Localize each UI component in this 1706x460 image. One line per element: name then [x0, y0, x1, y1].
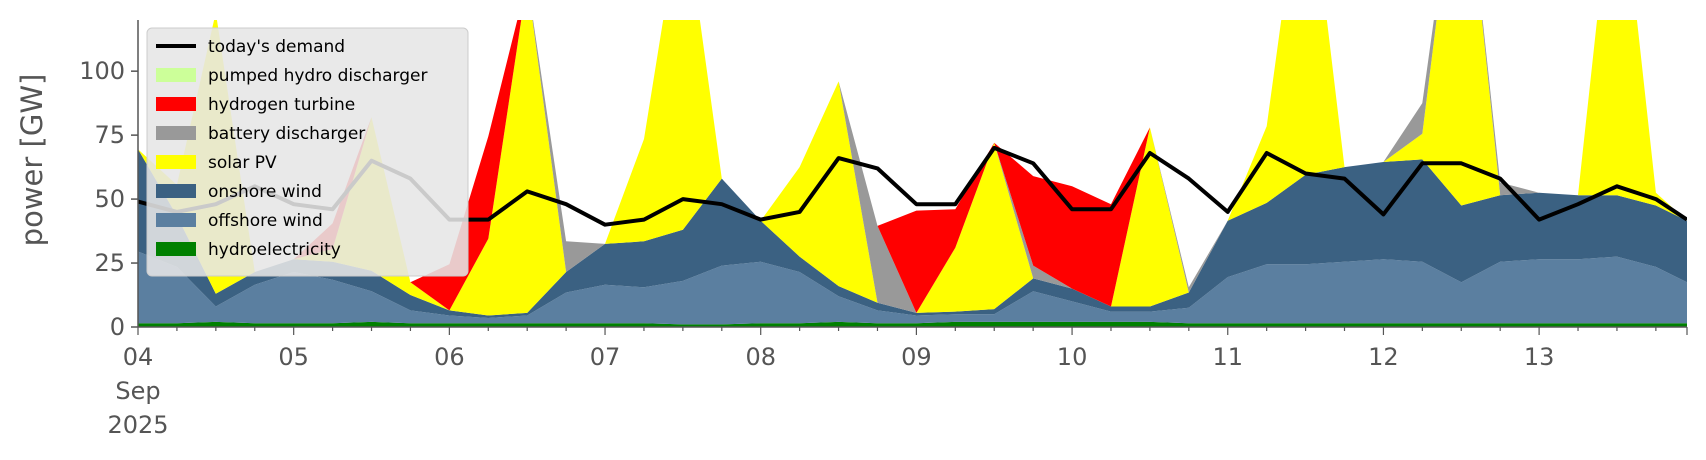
- x-tick-label: 07: [590, 343, 621, 371]
- x-tick-label: 12: [1368, 343, 1399, 371]
- legend-swatch: [156, 242, 196, 256]
- legend-entry-label: pumped hydro discharger: [208, 66, 427, 86]
- legend-box: [146, 27, 469, 277]
- x-tick-label: 08: [745, 343, 776, 371]
- x-tick-label: 10: [1057, 343, 1088, 371]
- x-axis: 04 Sep 2025 05 06 07 08 09 10 11 12 13: [107, 326, 1688, 439]
- legend-entry-label: battery discharger: [208, 124, 365, 144]
- legend-swatch: [156, 184, 196, 198]
- legend-entry-label: solar PV: [208, 153, 277, 173]
- area-layers: [138, 20, 1687, 327]
- legend-swatch: [156, 126, 196, 140]
- legend-entry-label: hydrogen turbine: [208, 95, 355, 115]
- x-tick-year: 2025: [107, 411, 168, 439]
- area-onshore-wind: [138, 149, 1687, 318]
- x-tick-label: 06: [434, 343, 465, 371]
- x-tick-month: Sep: [115, 377, 160, 405]
- legend-entry-label: onshore wind: [208, 182, 322, 202]
- area-solar-pv: [138, 20, 1687, 316]
- y-tick-label: 75: [94, 121, 125, 149]
- legend-swatch: [156, 213, 196, 227]
- area-hydroelectricity: [138, 321, 1687, 327]
- x-tick-label: 13: [1524, 343, 1555, 371]
- y-axis-label: power [GW]: [15, 74, 49, 247]
- legend-swatch: [156, 155, 196, 169]
- y-axis: 0 25 50 75 100: [79, 20, 139, 341]
- area-hydrogen-turbine: [138, 20, 1687, 313]
- y-tick-label: 100: [79, 57, 125, 85]
- legend-entry-label: today's demand: [208, 37, 345, 57]
- area-offshore-wind: [138, 251, 1687, 325]
- y-tick-label: 0: [110, 313, 125, 341]
- legend-entry-label: offshore wind: [208, 211, 323, 231]
- legend-entry-label: hydroelectricity: [208, 240, 341, 260]
- legend-swatch: [156, 97, 196, 111]
- x-tick-label: 09: [901, 343, 932, 371]
- legend: today's demand pumped hydro discharger hyd…: [146, 27, 469, 277]
- x-tick-label: 05: [278, 343, 309, 371]
- x-tick-label: 11: [1212, 343, 1243, 371]
- y-tick-label: 25: [94, 249, 125, 277]
- legend-swatch: [156, 68, 196, 82]
- x-tick-label: 04: [123, 343, 154, 371]
- y-tick-label: 50: [94, 185, 125, 213]
